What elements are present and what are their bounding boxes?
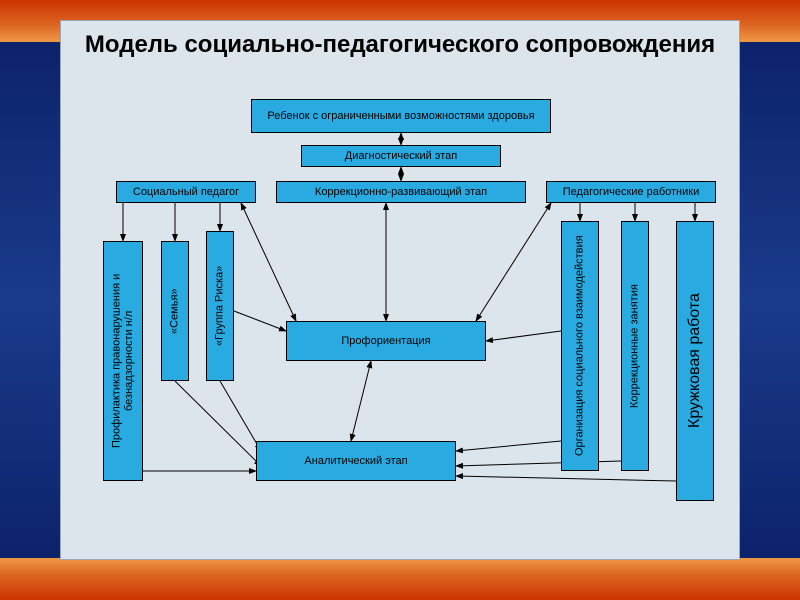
edge-circle-analytic <box>456 476 676 481</box>
edge-orginter-analytic <box>456 441 561 451</box>
node-corrdev: Коррекционно-развивающий этап <box>276 181 526 203</box>
node-corrles: Коррекционные занятия <box>621 221 649 471</box>
edge-socped-prof <box>241 203 296 321</box>
edge-family-analytic <box>175 381 261 466</box>
node-analytic: Аналитический этап <box>256 441 456 481</box>
edge-prof-analytic <box>351 361 371 441</box>
content-panel: Модель социально-педагогического сопрово… <box>60 20 740 560</box>
node-circle: Кружковая работа <box>676 221 714 501</box>
edge-risk-prof <box>234 311 286 331</box>
node-child: Ребенок с ограниченными возможностями зд… <box>251 99 551 133</box>
node-pedwork: Педагогические работники <box>546 181 716 203</box>
diagram-title: Модель социально-педагогического сопрово… <box>61 31 739 60</box>
node-socped: Социальный педагог <box>116 181 256 203</box>
edge-pedwork-prof <box>476 203 551 321</box>
node-diag: Диагностический этап <box>301 145 501 167</box>
node-prof: Профориентация <box>286 321 486 361</box>
bottom-stripe <box>0 558 800 600</box>
node-profil: Профилактика правонарушения и безнадзорн… <box>103 241 143 481</box>
node-orginter: Организация социального взаимодействия <box>561 221 599 471</box>
node-risk: «Группа Риска» <box>206 231 234 381</box>
edge-risk-analytic <box>220 381 261 451</box>
node-family: «Семья» <box>161 241 189 381</box>
edge-orginter-prof <box>486 331 561 341</box>
